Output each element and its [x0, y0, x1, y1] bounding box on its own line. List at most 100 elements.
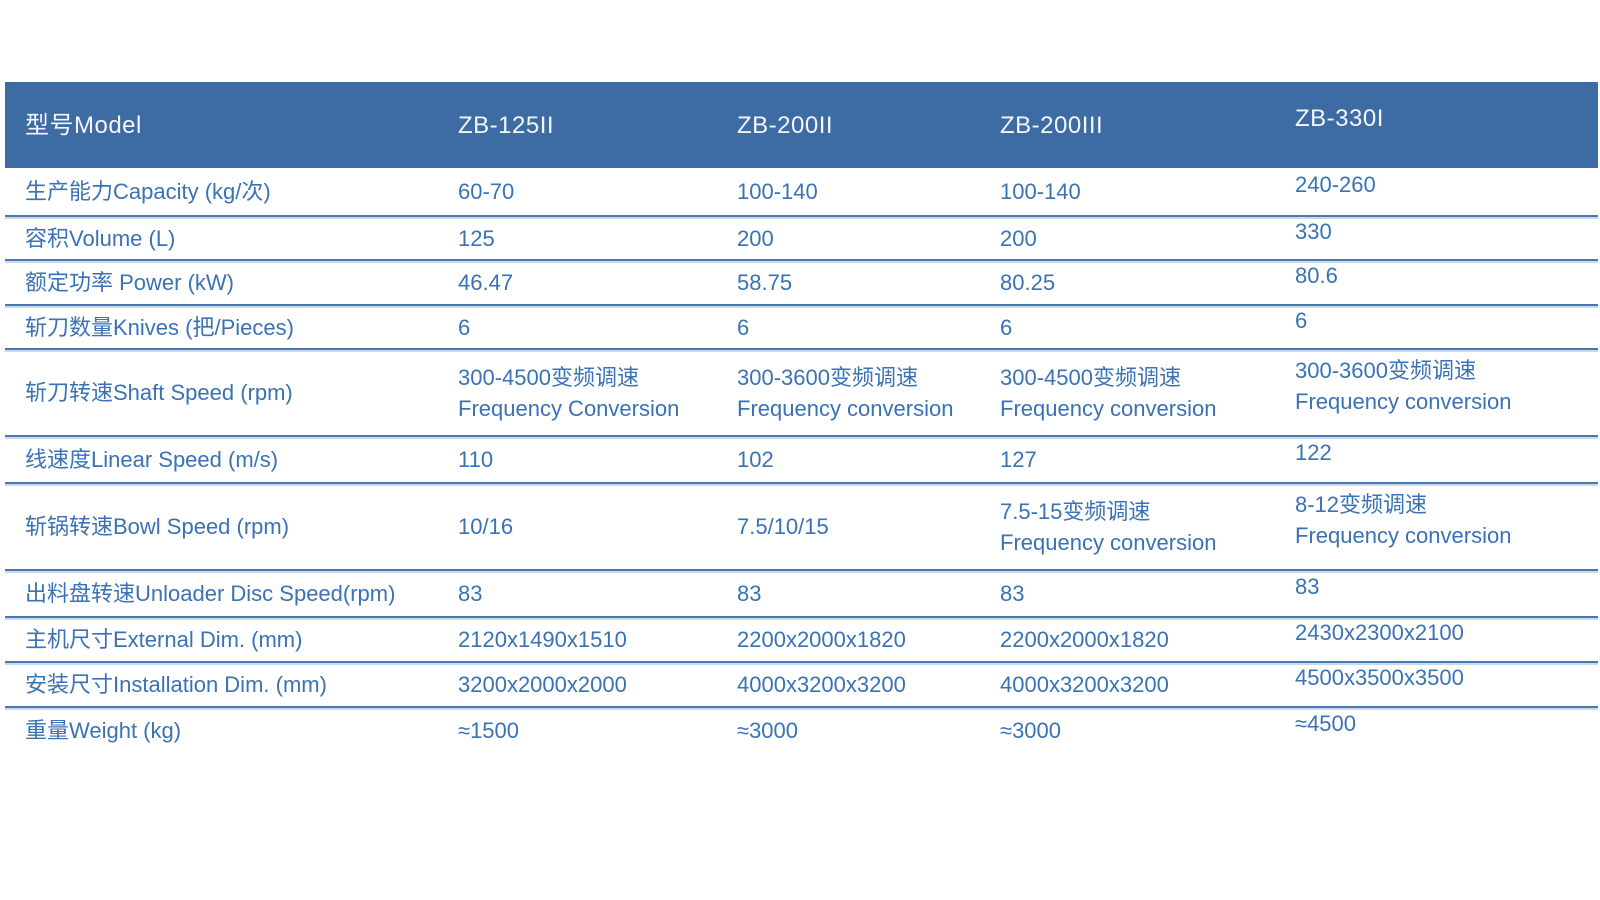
spec-value-text: 60-70: [458, 179, 515, 204]
spec-value: 58.75: [734, 259, 997, 305]
model-name: ZB-330I: [1295, 104, 1384, 132]
spec-value-text: 300-3600变频调速 Frequency conversion: [1295, 357, 1512, 414]
spec-value-text: 330: [1295, 218, 1332, 244]
row-label-text: 斩锅转速Bowl Speed (rpm): [25, 514, 290, 539]
spec-value-text: 46.47: [458, 270, 514, 295]
spec-value: 7.5-15变频调速 Frequency conversion: [997, 482, 1292, 570]
spec-value-text: 83: [458, 581, 483, 606]
row-label-text: 容积Volume (L): [25, 225, 176, 251]
table-row-capacity: 生产能力Capacity (kg/次) 60-70 100-140 100-14…: [5, 168, 1598, 216]
spec-value: 3200x2000x2000: [455, 661, 734, 707]
spec-value: 110: [455, 435, 734, 483]
table-row-linear-speed: 线速度Linear Speed (m/s) 110 102 127 122: [5, 435, 1598, 483]
header-label-text: 型号Model: [25, 111, 142, 139]
spec-value: 6: [455, 304, 734, 349]
spec-value-text: 6: [458, 314, 471, 340]
table-row-knives: 斩刀数量Knives (把/Pieces) 6 6 6 6: [5, 304, 1598, 349]
spec-value: 4500x3500x3500: [1292, 661, 1598, 707]
spec-value: 46.47: [455, 259, 734, 305]
header-model-zb-200ii: ZB-200II: [734, 82, 997, 168]
spec-value-text: 83: [737, 581, 762, 606]
spec-value: 6: [1292, 304, 1598, 349]
table-row-power: 额定功率 Power (kW) 46.47 58.75 80.25 80.6: [5, 259, 1598, 305]
spec-value: ≈4500: [1292, 706, 1598, 752]
spec-table: 型号Model ZB-125II ZB-200II ZB-200III ZB-3…: [5, 82, 1598, 752]
spec-value: 2200x2000x1820: [734, 616, 997, 662]
spec-value: 100-140: [734, 168, 997, 216]
spec-value: 2200x2000x1820: [997, 616, 1292, 662]
row-label-text: 生产能力Capacity (kg/次): [25, 179, 271, 204]
table-row-bowl-speed: 斩锅转速Bowl Speed (rpm) 10/16 7.5/10/15 7.5…: [5, 482, 1598, 570]
row-label: 斩刀转速Shaft Speed (rpm): [5, 348, 455, 436]
table-row-shaft-speed: 斩刀转速Shaft Speed (rpm) 300-4500变频调速 Frequ…: [5, 348, 1598, 436]
spec-value: 100-140: [997, 168, 1292, 216]
table-row-volume: 容积Volume (L) 125 200 200 330: [5, 215, 1598, 260]
spec-value-text: ≈3000: [737, 717, 799, 743]
spec-value: 80.6: [1292, 259, 1598, 305]
row-label-text: 额定功率 Power (kW): [25, 270, 235, 295]
spec-value-text: 6: [737, 314, 750, 340]
table-row-external-dim: 主机尺寸External Dim. (mm) 2120x1490x1510 22…: [5, 616, 1598, 662]
spec-value-text: 100-140: [1000, 179, 1081, 204]
spec-value-text: 102: [737, 447, 774, 472]
row-label: 额定功率 Power (kW): [5, 259, 455, 305]
spec-value-text: ≈4500: [1295, 710, 1357, 736]
spec-value: 60-70: [455, 168, 734, 216]
spec-value: 240-260: [1292, 168, 1598, 216]
spec-value: 2120x1490x1510: [455, 616, 734, 662]
spec-value-text: 6: [1295, 307, 1308, 333]
spec-value-text: 2120x1490x1510: [458, 627, 627, 652]
spec-value: ≈1500: [455, 706, 734, 752]
spec-value-text: 83: [1000, 581, 1025, 606]
row-label: 安装尺寸Installation Dim. (mm): [5, 661, 455, 707]
model-name: ZB-200II: [737, 111, 834, 139]
row-label: 斩刀数量Knives (把/Pieces): [5, 304, 455, 349]
spec-value-text: ≈1500: [458, 717, 520, 743]
spec-value-text: 4000x3200x3200: [737, 672, 906, 697]
spec-value: 6: [997, 304, 1292, 349]
row-label-text: 安装尺寸Installation Dim. (mm): [25, 672, 327, 697]
spec-value-text: 300-4500变频调速 Frequency conversion: [1000, 364, 1217, 421]
table-row-weight: 重量Weight (kg) ≈1500 ≈3000 ≈3000 ≈4500: [5, 706, 1598, 752]
spec-value-text: 122: [1295, 440, 1332, 465]
row-label: 线速度Linear Speed (m/s): [5, 435, 455, 483]
spec-value-text: 240-260: [1295, 172, 1376, 197]
spec-value-text: 7.5/10/15: [737, 514, 829, 539]
spec-value: 83: [455, 569, 734, 617]
table-header-row: 型号Model ZB-125II ZB-200II ZB-200III ZB-3…: [5, 82, 1598, 168]
row-label-text: 斩刀转速Shaft Speed (rpm): [25, 380, 293, 405]
spec-value-text: 80.6: [1295, 263, 1338, 288]
row-label: 斩锅转速Bowl Speed (rpm): [5, 482, 455, 570]
header-model-label: 型号Model: [5, 82, 455, 168]
spec-value: 330: [1292, 215, 1598, 260]
spec-value-text: 300-4500变频调速 Frequency Conversion: [458, 364, 680, 421]
row-label: 主机尺寸External Dim. (mm): [5, 616, 455, 662]
spec-value-text: 4000x3200x3200: [1000, 672, 1169, 697]
spec-value: ≈3000: [997, 706, 1292, 752]
table-row-unloader-speed: 出料盘转速Unloader Disc Speed(rpm) 83 83 83 8…: [5, 569, 1598, 617]
spec-value-text: 100-140: [737, 179, 818, 204]
row-label-text: 主机尺寸External Dim. (mm): [25, 627, 303, 652]
spec-value-text: 2200x2000x1820: [737, 627, 906, 652]
model-name: ZB-125II: [458, 111, 555, 139]
spec-value-text: 2430x2300x2100: [1295, 620, 1464, 645]
spec-value: 2430x2300x2100: [1292, 616, 1598, 662]
spec-value: 122: [1292, 435, 1598, 483]
row-label-text: 线速度Linear Speed (m/s): [25, 447, 279, 472]
spec-value: 8-12变频调速 Frequency conversion: [1292, 482, 1598, 570]
row-label: 出料盘转速Unloader Disc Speed(rpm): [5, 569, 455, 617]
model-name: ZB-200III: [1000, 111, 1104, 139]
spec-value: ≈3000: [734, 706, 997, 752]
spec-value: 83: [1292, 569, 1598, 617]
spec-value: 200: [997, 215, 1292, 260]
row-label: 重量Weight (kg): [5, 706, 455, 752]
spec-value: 80.25: [997, 259, 1292, 305]
spec-value-text: 200: [737, 225, 774, 251]
spec-value: 4000x3200x3200: [997, 661, 1292, 707]
spec-value-text: 200: [1000, 225, 1037, 251]
spec-value: 127: [997, 435, 1292, 483]
row-label-text: 重量Weight (kg): [25, 717, 182, 743]
spec-value-text: 4500x3500x3500: [1295, 665, 1464, 690]
row-label-text: 出料盘转速Unloader Disc Speed(rpm): [25, 581, 396, 606]
spec-value-text: 83: [1295, 574, 1320, 599]
